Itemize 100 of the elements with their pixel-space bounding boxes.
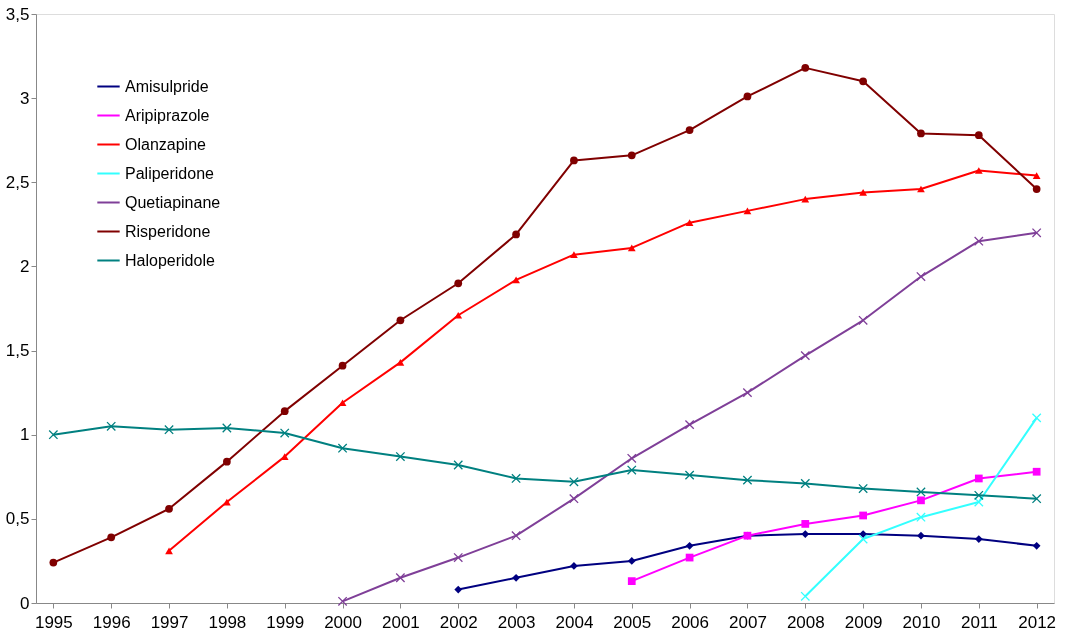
x-tick-label: 2012 bbox=[1018, 612, 1057, 632]
point bbox=[512, 276, 520, 284]
point bbox=[974, 535, 983, 543]
legend-label: Aripiprazole bbox=[125, 106, 210, 124]
point bbox=[453, 460, 464, 470]
x-tick-label: 2009 bbox=[844, 612, 883, 632]
point bbox=[800, 591, 811, 602]
point bbox=[395, 572, 406, 583]
point bbox=[859, 189, 867, 196]
x-tick-label: 2010 bbox=[902, 612, 941, 632]
point bbox=[917, 129, 925, 138]
point bbox=[742, 475, 753, 485]
point bbox=[743, 207, 752, 215]
point bbox=[743, 92, 752, 101]
x-tick-label: 1997 bbox=[150, 612, 189, 632]
point bbox=[454, 585, 463, 594]
y-tick-label: 0 bbox=[20, 593, 30, 613]
point bbox=[974, 167, 983, 174]
x-tick-label: 2002 bbox=[439, 612, 478, 632]
point bbox=[627, 244, 636, 252]
point bbox=[858, 315, 868, 326]
point bbox=[570, 156, 578, 165]
point bbox=[1031, 413, 1042, 423]
point bbox=[684, 470, 695, 480]
point bbox=[107, 533, 116, 542]
legend-label: Amisulpride bbox=[125, 77, 209, 95]
point bbox=[973, 490, 984, 501]
point bbox=[165, 504, 173, 513]
point bbox=[1032, 467, 1041, 476]
x-tick-label: 2004 bbox=[555, 612, 594, 632]
x-tick-label: 2003 bbox=[497, 612, 536, 632]
point bbox=[626, 465, 637, 475]
point bbox=[454, 279, 463, 288]
point bbox=[337, 443, 348, 454]
point bbox=[512, 573, 520, 582]
point bbox=[338, 361, 347, 370]
point bbox=[801, 63, 810, 72]
x-tick-label: 2008 bbox=[786, 612, 825, 632]
point bbox=[165, 547, 173, 555]
point bbox=[512, 230, 520, 239]
legend-label: Quetiapinane bbox=[125, 193, 221, 211]
point bbox=[1032, 541, 1041, 550]
point bbox=[280, 407, 289, 416]
point bbox=[396, 359, 405, 366]
point bbox=[1031, 493, 1042, 504]
point bbox=[222, 423, 232, 433]
y-tick-label: 3 bbox=[20, 88, 30, 108]
point bbox=[859, 511, 867, 520]
x-tick-label: 2006 bbox=[671, 612, 710, 632]
x-tick-label: 1998 bbox=[208, 612, 247, 632]
point bbox=[338, 399, 347, 407]
x-tick-label: 1996 bbox=[92, 612, 131, 632]
point bbox=[685, 541, 694, 550]
x-tick-label: 1999 bbox=[266, 612, 305, 632]
point bbox=[1031, 227, 1042, 238]
point bbox=[916, 487, 926, 497]
point bbox=[337, 596, 348, 607]
y-tick-label: 1,5 bbox=[5, 341, 30, 361]
point bbox=[626, 453, 637, 464]
legend-label: Risperidone bbox=[125, 222, 211, 240]
legend-label: Haloperidole bbox=[125, 251, 215, 269]
x-tick-label: 2000 bbox=[324, 612, 362, 632]
point bbox=[685, 219, 694, 227]
point bbox=[569, 477, 579, 487]
point bbox=[858, 483, 868, 494]
point bbox=[684, 419, 695, 430]
point bbox=[49, 558, 58, 567]
point bbox=[279, 428, 290, 438]
point bbox=[453, 552, 464, 563]
point bbox=[973, 236, 984, 247]
point bbox=[627, 577, 636, 585]
point bbox=[916, 512, 926, 523]
point bbox=[974, 474, 983, 483]
point bbox=[395, 451, 406, 462]
x-tick-label: 2007 bbox=[729, 612, 767, 632]
y-tick-label: 1 bbox=[20, 425, 30, 445]
point bbox=[570, 251, 578, 258]
point bbox=[48, 429, 59, 440]
point bbox=[223, 457, 231, 466]
point bbox=[800, 350, 811, 361]
point bbox=[858, 534, 868, 544]
point bbox=[627, 151, 636, 160]
point bbox=[396, 316, 405, 325]
point bbox=[569, 493, 579, 504]
point bbox=[916, 271, 926, 282]
y-tick-label: 2 bbox=[20, 256, 30, 276]
y-tick-label: 3,5 bbox=[5, 4, 30, 24]
x-tick-label: 2005 bbox=[613, 612, 652, 632]
point bbox=[917, 531, 925, 540]
point bbox=[511, 473, 521, 484]
x-tick-label: 1995 bbox=[34, 612, 73, 632]
point bbox=[1032, 185, 1041, 193]
point bbox=[106, 421, 117, 432]
x-tick-label: 2011 bbox=[961, 612, 998, 632]
point bbox=[917, 496, 925, 505]
point bbox=[627, 557, 636, 565]
y-tick-label: 2,5 bbox=[5, 172, 30, 192]
point bbox=[685, 126, 694, 134]
point bbox=[973, 497, 984, 507]
point bbox=[801, 520, 810, 528]
